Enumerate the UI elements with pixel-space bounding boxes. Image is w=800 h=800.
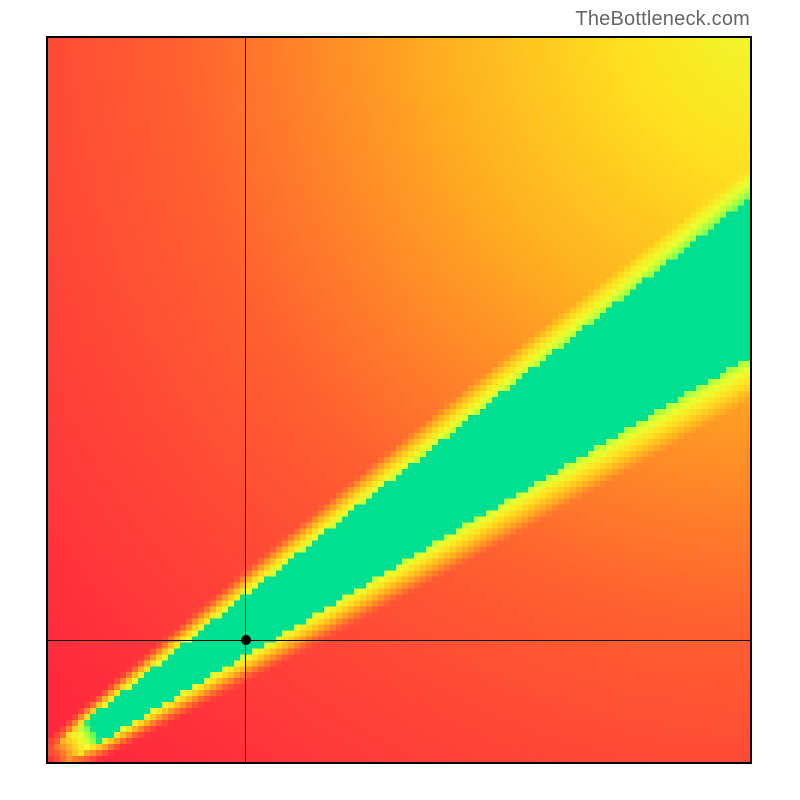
watermark-text: TheBottleneck.com [575, 8, 750, 31]
heatmap-plot [46, 36, 752, 764]
data-point-marker [241, 635, 251, 645]
heatmap-canvas [48, 38, 750, 762]
crosshair-horizontal [48, 640, 750, 641]
crosshair-vertical [245, 38, 246, 762]
